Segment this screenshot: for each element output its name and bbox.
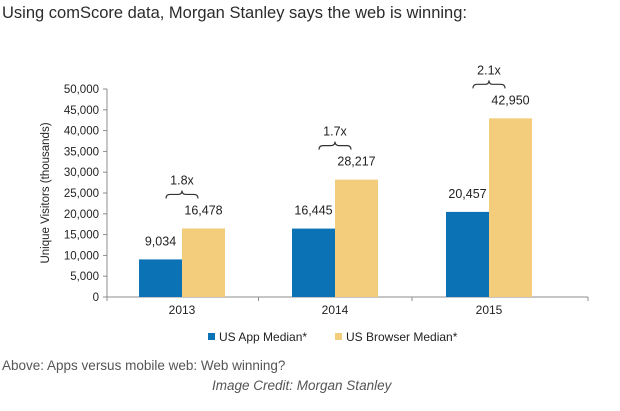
data-label: 16,445 [294, 204, 332, 218]
legend-label: US Browser Median* [346, 330, 458, 344]
y-tick-label: 15,000 [64, 230, 99, 242]
ratio-annotation: 1.7x [323, 125, 347, 139]
bar-app-2013 [139, 259, 182, 297]
ratio-bracket [472, 80, 506, 89]
headline: Using comScore data, Morgan Stanley says… [2, 4, 467, 22]
y-tick-label: 50,000 [64, 84, 99, 96]
y-tick-label: 30,000 [64, 167, 99, 179]
legend-swatch-app [208, 333, 215, 340]
ratio-bracket [318, 141, 352, 150]
data-label: 42,950 [491, 93, 529, 107]
legend-swatch-browser [335, 333, 342, 340]
data-label: 16,478 [184, 203, 222, 217]
y-axis-title: Unique Visitors (thousands) [40, 122, 52, 263]
y-tick-label: 35,000 [64, 146, 99, 158]
y-tick-label: 25,000 [64, 188, 99, 200]
image-credit: Image Credit: Morgan Stanley [212, 378, 392, 393]
caption: Above: Apps versus mobile web: Web winni… [2, 358, 286, 373]
ratio-bracket [165, 190, 199, 199]
legend-label: US App Median* [219, 330, 307, 344]
x-tick-label: 2015 [476, 303, 503, 317]
data-label: 20,457 [448, 187, 486, 201]
y-tick-label: 5,000 [70, 271, 99, 283]
y-tick-label: 10,000 [64, 250, 99, 262]
data-label: 9,034 [145, 234, 176, 248]
ratio-annotation: 1.8x [170, 173, 194, 187]
chart: 0 5,000 10,000 15,000 20,000 25,000 30,000 35,0… [40, 63, 589, 344]
y-tick-label: 0 [93, 292, 99, 304]
data-label: 28,217 [337, 155, 375, 169]
bar-browser-2014 [335, 179, 378, 297]
bar-browser-2015 [489, 118, 532, 297]
bar-chart: 0 5,000 10,000 15,000 20,000 25,000 30,000 35,0… [40, 63, 589, 344]
y-tick-label: 45,000 [64, 105, 99, 117]
x-tick-label: 2013 [169, 303, 196, 317]
ratio-annotation: 2.1x [477, 63, 501, 77]
bar-app-2014 [292, 228, 335, 297]
x-tick-label: 2014 [322, 303, 349, 317]
bar-browser-2013 [182, 228, 225, 297]
y-tick-label: 20,000 [64, 209, 99, 221]
bar-app-2015 [446, 211, 489, 297]
y-tick-label: 40,000 [64, 126, 99, 138]
